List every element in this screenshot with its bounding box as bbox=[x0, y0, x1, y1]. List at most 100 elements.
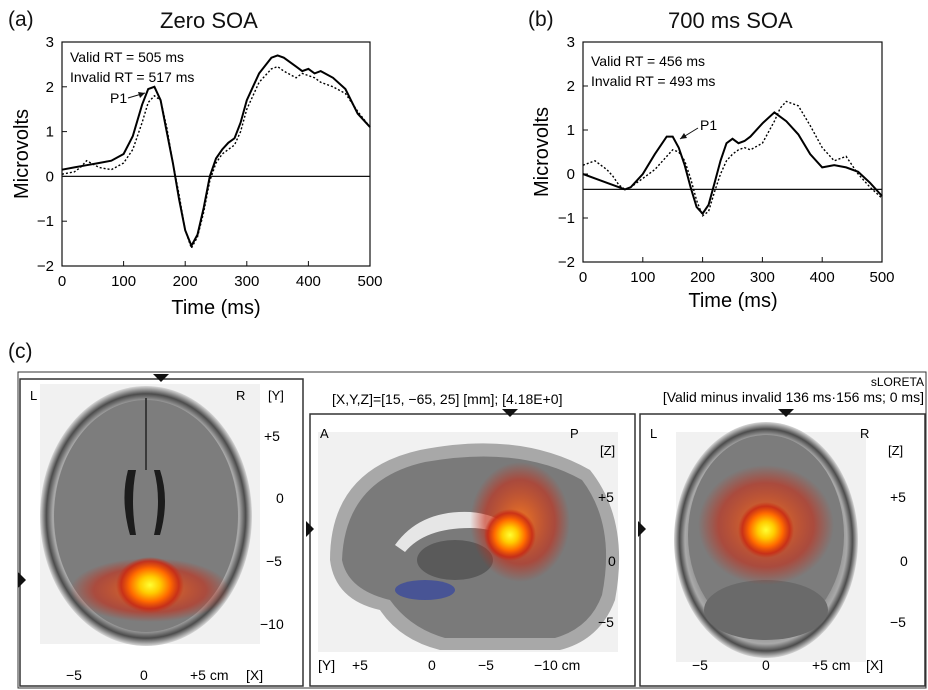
axial-xaxis-label: [X] bbox=[246, 667, 263, 683]
axial-axis-label: [Y] bbox=[268, 388, 284, 403]
coronal-view: L R [Z] +5 0 −5 −5 0 +5 cm [X] bbox=[638, 409, 926, 687]
chart-a-ylabel: Microvolts bbox=[11, 109, 33, 199]
chart-a-annotation-valid: Valid RT = 505 ms bbox=[70, 49, 184, 65]
chart-a-ytick-label-5: 3 bbox=[46, 34, 54, 51]
chart-a-ytick-label-2: 0 bbox=[46, 168, 54, 185]
coronal-xtick-2: 0 bbox=[762, 657, 770, 673]
coronal-top-marker bbox=[778, 409, 794, 417]
sagittal-xtick-2: 0 bbox=[428, 657, 436, 673]
coronal-ytick-2: 0 bbox=[900, 553, 908, 569]
chart-b-xtick-label-4: 400 bbox=[810, 269, 835, 286]
chart-a-xtick-label-0: 0 bbox=[58, 273, 66, 290]
axial-corner-right: R bbox=[236, 388, 245, 403]
chart-a-xtick-label-2: 200 bbox=[173, 273, 198, 290]
axial-ytick-1: +5 bbox=[264, 428, 280, 444]
chart-b-xtick-label-1: 100 bbox=[630, 269, 655, 286]
chart-b-annotation-valid: Valid RT = 456 ms bbox=[591, 53, 705, 69]
coronal-corner-left: L bbox=[650, 426, 657, 441]
coronal-xaxis-label: [X] bbox=[866, 657, 883, 673]
chart-a-xlabel: Time (ms) bbox=[171, 297, 260, 319]
chart-a-annotation-invalid: Invalid RT = 517 ms bbox=[70, 69, 194, 85]
coord-readout: [X,Y,Z]=[15, −65, 25] [mm]; [4.18E+0] bbox=[332, 391, 563, 407]
chart-a-peak-label: P1 bbox=[110, 90, 127, 106]
chart-b-frame bbox=[582, 41, 883, 263]
coronal-ytick-3: −5 bbox=[890, 614, 906, 630]
axial-view: L R [Y] +5 0 −5 −10 −5 0 +5 cm [X] bbox=[18, 374, 304, 687]
chart-b-ytick-label-4: 2 bbox=[567, 78, 575, 95]
chart-b-xtick-label-2: 200 bbox=[690, 269, 715, 286]
chart-b-annotation-invalid: Invalid RT = 493 ms bbox=[591, 73, 715, 89]
sagittal-corner-left: A bbox=[320, 426, 329, 441]
axial-ytick-3: −5 bbox=[266, 553, 282, 569]
chart-a-series-valid bbox=[61, 54, 371, 249]
axial-ytick-2: 0 bbox=[276, 490, 284, 506]
coronal-ytick-1: +5 bbox=[890, 489, 906, 505]
chart-a-series-invalid bbox=[61, 65, 371, 250]
panel-c-frame bbox=[17, 371, 927, 689]
axial-xtick-2: 0 bbox=[140, 667, 148, 683]
sagittal-ytick-3: −5 bbox=[598, 614, 614, 630]
method-label: sLORETA bbox=[871, 375, 924, 389]
chart-a-ytick-label-4: 2 bbox=[46, 79, 54, 96]
chart-a-xtick-label-3: 300 bbox=[234, 273, 259, 290]
chart-b-ytick-label-1: −1 bbox=[558, 210, 575, 227]
sagittal-side-marker bbox=[306, 521, 314, 537]
chart-a: −2 −1 0 1 2 3 0 100 200 300 400 500 Microvolts Tim… bbox=[11, 34, 383, 319]
chart-b-ytick-label-0: −2 bbox=[558, 254, 575, 271]
sagittal-top-marker bbox=[502, 409, 518, 417]
chart-b-xtick-label-5: 500 bbox=[869, 269, 894, 286]
axial-activation-peak bbox=[116, 557, 184, 613]
chart-b-series-valid bbox=[582, 111, 883, 216]
chart-b: −2 −1 0 1 2 3 0 100 200 300 400 500 Microvolts Tim… bbox=[531, 34, 895, 312]
axial-side-marker bbox=[18, 572, 26, 588]
chart-a-ytick-label-0: −2 bbox=[37, 258, 54, 275]
chart-a-frame bbox=[61, 41, 371, 267]
sagittal-ytick-2: 0 bbox=[608, 553, 616, 569]
chart-b-ytick-label-3: 1 bbox=[567, 122, 575, 139]
axial-xtick-3: +5 cm bbox=[190, 667, 229, 683]
chart-b-ytick-label-5: 3 bbox=[567, 34, 575, 51]
chart-a-peak-arrowhead bbox=[138, 92, 145, 98]
axial-ventricle-left bbox=[124, 470, 136, 535]
panel-b-label: (b) bbox=[528, 8, 554, 31]
coronal-axis-label: [Z] bbox=[888, 443, 903, 458]
sagittal-xtick-4: −10 cm bbox=[534, 657, 580, 673]
chart-a-xtick-label-4: 400 bbox=[296, 273, 321, 290]
sagittal-corner-right: P bbox=[570, 426, 579, 441]
chart-b-peak-arrowhead bbox=[680, 133, 687, 139]
sagittal-xtick-1: +5 bbox=[352, 657, 368, 673]
axial-ventricle-right bbox=[154, 470, 165, 535]
sagittal-xaxis-label: [Y] bbox=[318, 657, 335, 673]
panel-a-label: (a) bbox=[8, 8, 34, 31]
panel-c: L R [Y] +5 0 −5 −10 −5 0 +5 cm [X] [X,Y,… bbox=[17, 371, 927, 689]
chart-b-xlabel: Time (ms) bbox=[688, 290, 777, 312]
coronal-cerebellum bbox=[704, 580, 828, 640]
chart-a-xtick-label-5: 500 bbox=[357, 273, 382, 290]
axial-ytick-4: −10 bbox=[260, 616, 284, 632]
panel-b-title: 700 ms SOA bbox=[668, 8, 793, 33]
chart-b-ylabel: Microvolts bbox=[531, 107, 553, 197]
chart-b-xtick-label-3: 300 bbox=[750, 269, 775, 286]
coronal-xtick-1: −5 bbox=[692, 657, 708, 673]
chart-b-ytick-label-2: 0 bbox=[567, 166, 575, 183]
axial-top-marker bbox=[153, 374, 169, 382]
axial-xtick-1: −5 bbox=[66, 667, 82, 683]
chart-b-series-invalid bbox=[582, 100, 883, 217]
chart-a-xtick-label-1: 100 bbox=[111, 273, 136, 290]
sagittal-axis-label: [Z] bbox=[600, 443, 615, 458]
sagittal-ytick-1: +5 bbox=[598, 489, 614, 505]
sagittal-activation-peak bbox=[484, 509, 536, 561]
panel-c-label: (c) bbox=[8, 340, 33, 363]
sagittal-xtick-3: −5 bbox=[478, 657, 494, 673]
coronal-corner-right: R bbox=[860, 426, 869, 441]
panel-a-title: Zero SOA bbox=[160, 8, 258, 33]
coronal-activation-peak bbox=[738, 502, 794, 558]
coronal-side-marker bbox=[638, 521, 646, 537]
contrast-label: [Valid minus invalid 136 ms·156 ms; 0 ms… bbox=[663, 389, 924, 405]
chart-a-ytick-label-3: 1 bbox=[46, 124, 54, 141]
chart-b-xtick-label-0: 0 bbox=[579, 269, 587, 286]
sagittal-thalamus bbox=[417, 540, 493, 580]
chart-b-peak-label: P1 bbox=[700, 117, 717, 133]
sagittal-deactivation bbox=[395, 580, 455, 600]
